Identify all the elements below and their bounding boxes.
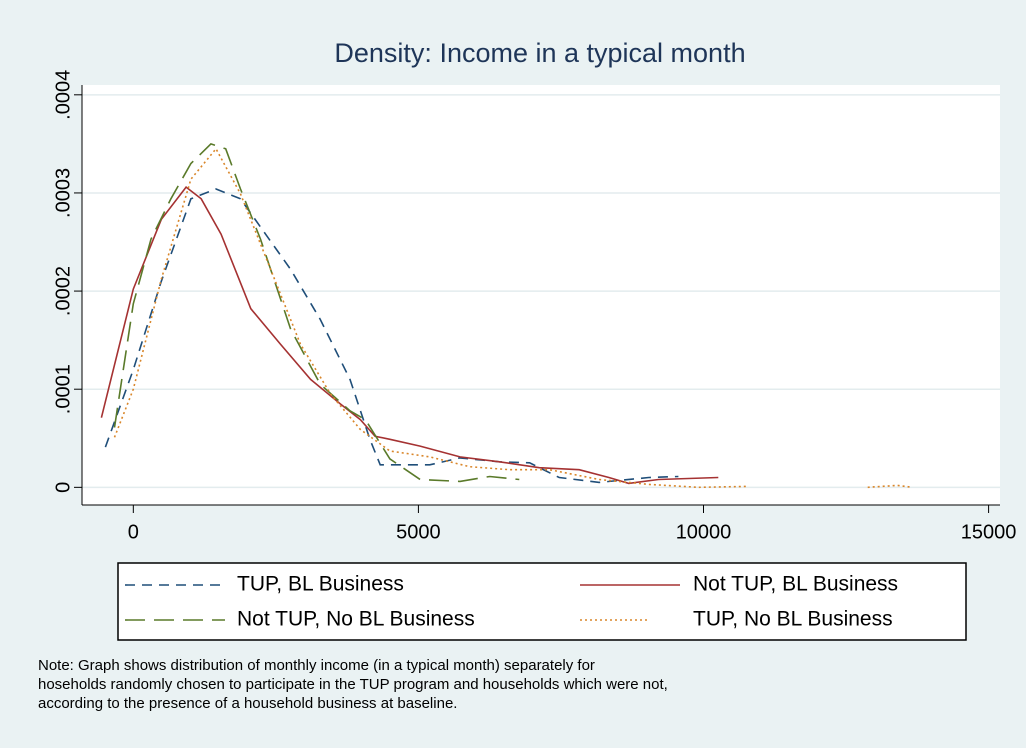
y-tick-label: 0	[52, 482, 74, 493]
y-tick-label: .0004	[52, 70, 74, 120]
legend-label: Not TUP, BL Business	[693, 573, 898, 596]
density-line	[113, 142, 520, 483]
chart-title: Density: Income in a typical month	[334, 38, 745, 68]
y-tick-label: .0002	[52, 266, 74, 316]
note-line: hoseholds randomly chosen to participate…	[38, 676, 668, 693]
legend-label: TUP, BL Business	[237, 573, 404, 596]
density-line	[100, 185, 719, 485]
y-tick-label: .0003	[52, 168, 74, 218]
y-tick-label: .0001	[52, 364, 74, 414]
x-tick-label: 0	[128, 521, 139, 543]
legend-label: TUP, No BL Business	[693, 608, 893, 631]
legend-label: Not TUP, No BL Business	[237, 608, 475, 631]
legend	[117, 562, 967, 641]
plot-area	[82, 85, 1000, 505]
x-tick-label: 5000	[396, 521, 441, 543]
x-tick-label: 10000	[676, 521, 732, 543]
density-line	[113, 147, 913, 489]
note-line: according to the presence of a household…	[38, 695, 457, 712]
x-tick-label: 15000	[961, 521, 1017, 543]
note-line: Note: Graph shows distribution of monthl…	[38, 657, 595, 674]
